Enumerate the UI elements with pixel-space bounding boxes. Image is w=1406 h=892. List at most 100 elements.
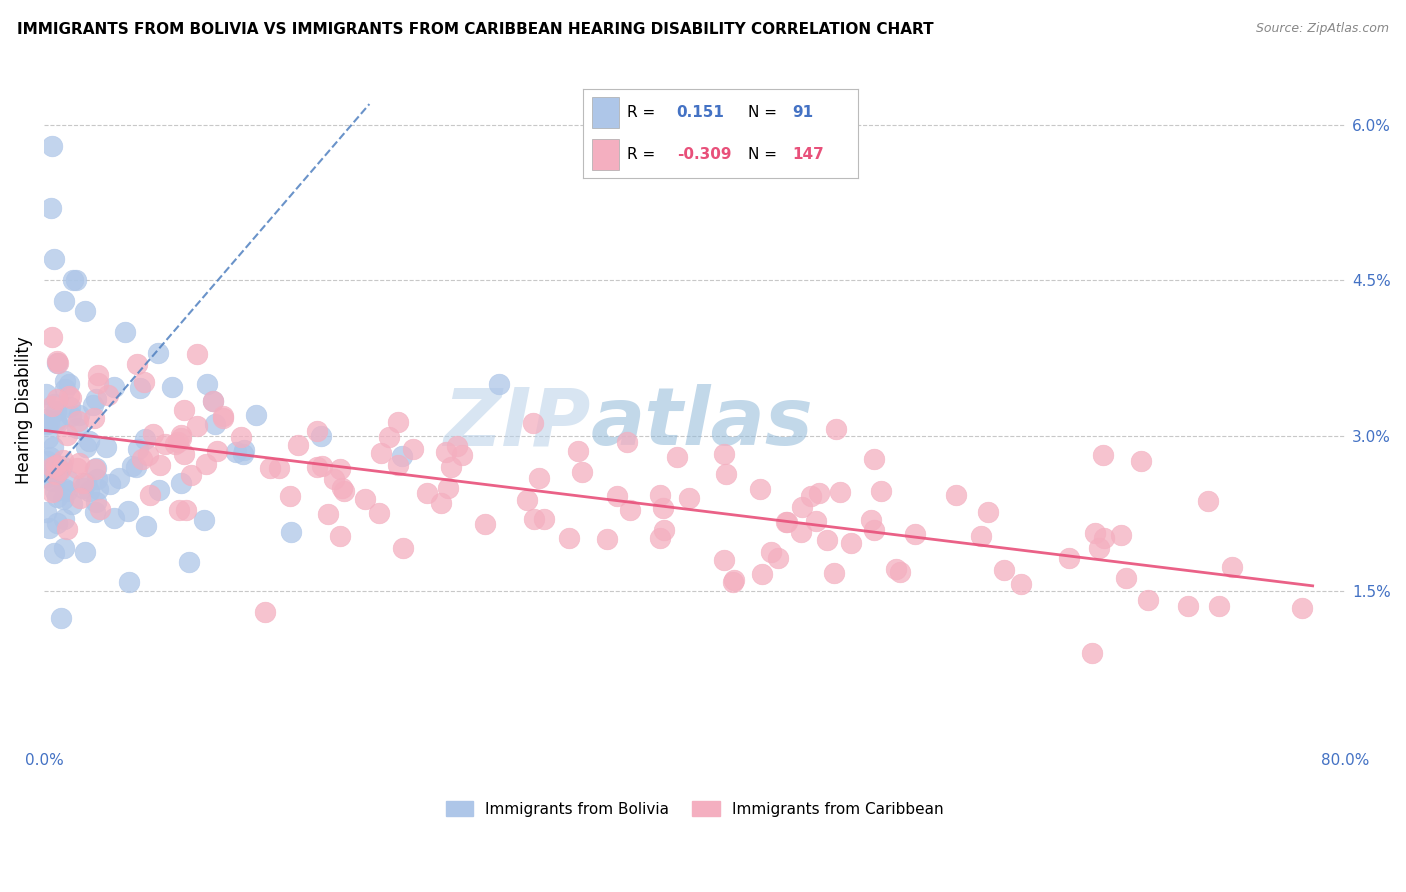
Point [142,426,165,441]
Point [723,575,745,590]
Point [86,472,108,486]
Point [134,433,156,447]
Point [103,379,125,393]
Point [35,454,58,468]
Point [55,484,77,499]
Point [652,500,675,515]
Point [86,392,108,407]
Point [245,408,267,422]
Point [46,356,69,370]
Point [41,330,63,344]
Point [41,475,63,489]
Point [66,421,89,435]
Point [52,512,75,526]
FancyBboxPatch shape [592,97,619,128]
Point [38,416,60,430]
Text: Source: ZipAtlas.com: Source: ZipAtlas.com [1256,22,1389,36]
Point [163,437,186,451]
Point [67,408,90,422]
Point [41,485,63,500]
Point [49,463,72,477]
Point [87,368,110,382]
Point [804,514,827,528]
Point [1291,600,1313,615]
Point [616,434,638,449]
Point [35,412,58,426]
Point [1081,646,1104,660]
Point [58,389,80,403]
Point [121,458,143,473]
Point [1115,571,1137,585]
Point [169,427,191,442]
Point [1220,560,1243,574]
Point [45,467,67,481]
Point [66,413,89,427]
Point [232,447,254,461]
Point [45,458,67,472]
Point [1092,532,1115,546]
FancyBboxPatch shape [592,139,619,170]
Point [62,273,84,287]
Point [193,513,215,527]
Text: N =: N = [748,147,778,162]
Point [488,376,510,391]
Point [1197,494,1219,508]
Point [1177,599,1199,613]
Point [232,442,254,457]
Point [52,293,75,308]
Point [759,545,782,559]
Point [329,462,352,476]
Point [807,485,830,500]
Point [446,439,468,453]
Point [52,541,75,555]
Point [39,201,62,215]
Point [678,491,700,505]
Point [354,491,377,506]
Point [429,496,451,510]
Point [186,347,208,361]
Point [516,493,538,508]
Point [451,448,474,462]
Point [751,567,773,582]
Point [225,445,247,459]
Text: -0.309: -0.309 [676,147,731,162]
Point [229,430,252,444]
Point [83,410,105,425]
Point [45,392,67,407]
Point [254,605,277,619]
Point [38,521,60,535]
Point [52,492,75,507]
Point [287,438,309,452]
Point [713,447,735,461]
Point [72,476,94,491]
Point [1208,599,1230,613]
Point [824,422,846,436]
Point [77,434,100,448]
Point [84,462,107,476]
Point [195,376,218,391]
Point [815,533,838,547]
Point [42,252,65,267]
Point [368,506,391,520]
Legend: Immigrants from Bolivia, Immigrants from Caribbean: Immigrants from Bolivia, Immigrants from… [440,795,949,822]
Point [59,401,82,415]
Point [211,409,233,424]
Y-axis label: Hearing Disability: Hearing Disability [15,335,32,483]
Point [558,531,581,545]
Point [436,481,458,495]
Point [77,483,100,498]
Point [146,345,169,359]
Point [311,459,333,474]
Point [72,481,94,495]
Point [204,417,226,431]
Point [1059,551,1081,566]
Point [523,512,546,526]
Point [969,529,991,543]
Point [305,460,328,475]
Point [117,504,139,518]
Point [97,388,120,402]
Point [440,460,463,475]
Point [571,465,593,479]
Point [391,450,413,464]
Text: IMMIGRANTS FROM BOLIVIA VS IMMIGRANTS FROM CARIBBEAN HEARING DISABILITY CORRELAT: IMMIGRANTS FROM BOLIVIA VS IMMIGRANTS FR… [17,22,934,37]
